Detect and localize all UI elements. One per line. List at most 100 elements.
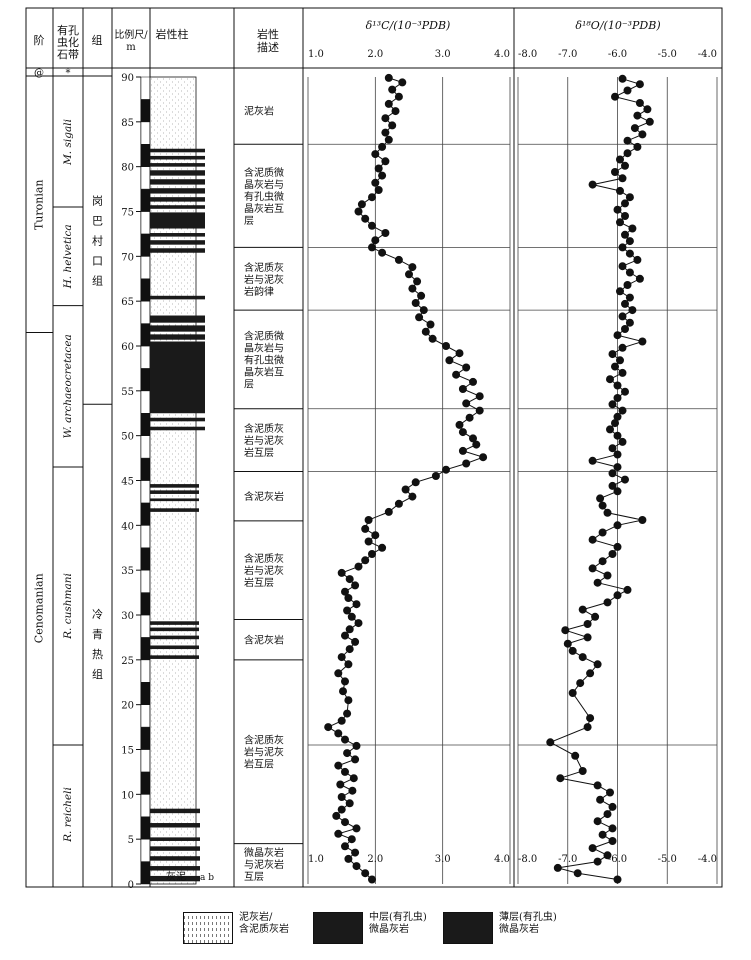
data-point [458,428,467,437]
limestone-bed [150,508,199,512]
desc-line: 含泥灰岩 [244,634,284,647]
scale-tick-label: 35 [121,566,134,577]
scale-block [140,99,151,123]
scale-block [140,368,151,392]
scale-block [140,278,151,302]
limestone-bed [150,325,205,332]
desc-line: 有孔虫微 [244,353,284,366]
biozone-label: M. sigali [62,119,74,166]
desc-line: 岩互层 [244,576,274,589]
data-point [371,531,380,540]
data-point [388,121,397,130]
scale-block [140,76,151,100]
data-point [623,86,632,95]
data-point [616,186,624,195]
data-point [381,128,390,137]
data-point [586,714,595,723]
data-point [611,362,619,371]
limestone-bed [150,498,199,502]
stage-column: Turonian Cenomanian [26,179,53,643]
data-point [598,501,607,510]
data-point [408,263,417,272]
data-point [638,130,647,139]
data-point [341,677,349,686]
limestone-bed [150,856,200,861]
limestone-bed [150,315,205,323]
limestone-bed [150,248,205,253]
data-point [613,542,622,551]
scale-tick-label: 40 [121,521,134,532]
scale-block [140,233,151,257]
limestone-bed [150,295,205,300]
limestone-bed [150,426,205,431]
scale-block [140,637,151,661]
data-point [613,394,622,402]
data-point [472,440,481,449]
data-point [621,199,629,208]
limestone-bed [150,155,205,160]
data-point [625,237,634,246]
data-point [625,193,634,202]
limestone-bed [150,179,205,185]
data-point [378,142,387,151]
scale-tick-label: 0 [128,880,134,891]
data-point [618,262,627,271]
limestone-bed [150,823,200,828]
data-point [345,575,354,584]
data-point [588,180,597,189]
data-point [381,157,390,166]
scale-tick-label: 15 [121,746,134,757]
data-point [351,848,360,857]
data-point [343,709,352,718]
data-point [475,406,484,415]
data-point [608,469,617,478]
frame [25,7,723,888]
data-point [349,774,358,783]
scale-block [140,682,151,705]
data-point [455,420,464,429]
data-point [364,516,373,524]
scale-block [140,592,151,616]
desc-line: 含泥质灰 [244,734,284,747]
data-point [608,350,617,359]
data-point [391,107,400,116]
desc-line: 含泥质微 [244,166,284,179]
data-point [635,99,644,107]
header-stage: 阶 [34,33,45,47]
group-char: 组 [92,274,103,288]
stage-label: Turonian [33,179,46,230]
isotope-series-line [549,78,651,880]
data-point [368,875,376,884]
data-point [598,557,607,566]
depth-scale: 0 5 10 15 20 25 30 35 40 45 50 55 60 65 70 75 80 85 90 [121,73,151,891]
legend-swatch-medium-bed [313,912,363,944]
data-point [341,767,349,776]
data-point [378,248,387,257]
data-point [334,669,343,678]
data-point [638,516,647,524]
data-point [603,508,612,517]
limestone-bed [150,875,200,882]
data-point [368,243,376,252]
data-point [593,817,602,826]
desc-line: 晶灰岩与 [244,178,284,191]
limestone-bed [150,212,205,229]
legend-label-marl-1: 泥灰岩/ [239,912,273,923]
data-point [458,446,467,455]
x-tick-label-bottom: 3.0 [435,854,451,865]
header-scale-2: m [126,42,136,53]
limestone-bed [150,233,205,237]
data-point [334,829,343,838]
header-biozone-3: 石带 [57,48,79,61]
limestone-bed [150,417,205,422]
top-row-biozone: * [66,68,71,79]
scale-tick-label: 85 [121,118,134,129]
x-tick-label-top: -8.0 [518,49,537,60]
data-point [625,249,634,258]
data-point [371,150,380,159]
limestone-bed [150,808,200,814]
data-point [625,318,634,327]
data-point [401,485,410,494]
data-point [417,291,426,300]
